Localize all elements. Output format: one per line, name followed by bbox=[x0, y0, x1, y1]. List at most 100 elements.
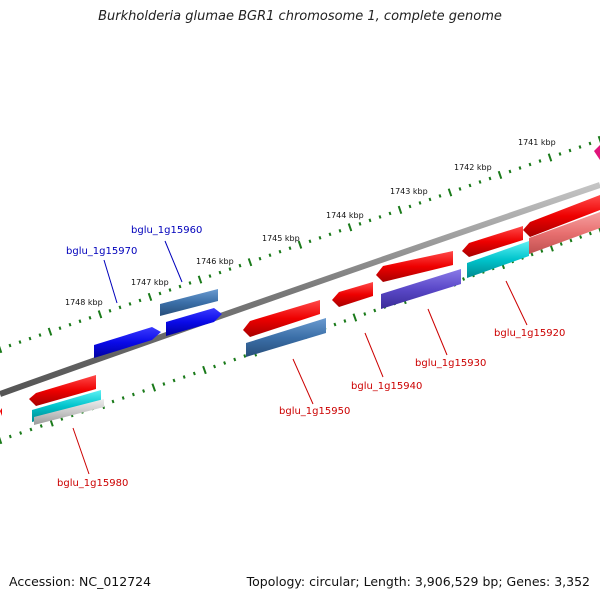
scale-label-1746kbp: 1746 kbp bbox=[196, 257, 234, 266]
minor-tick bbox=[458, 187, 462, 191]
minor-tick bbox=[60, 417, 64, 421]
minor-tick bbox=[438, 194, 442, 198]
minor-tick bbox=[488, 176, 492, 181]
leader-bglu_1g15940 bbox=[364, 332, 384, 378]
leader-bglu_1g15920 bbox=[505, 280, 528, 326]
leader-bglu_1g15950 bbox=[292, 358, 314, 405]
map-title: Burkholderia glumae BGR1 chromosome 1, c… bbox=[98, 9, 502, 24]
minor-tick bbox=[121, 396, 125, 400]
major-tick bbox=[202, 365, 207, 375]
major-tick bbox=[347, 223, 353, 232]
gene-magenta-edge[interactable] bbox=[594, 145, 600, 160]
gene-gray-1g15980[interactable] bbox=[34, 399, 104, 425]
minor-tick bbox=[68, 322, 72, 327]
major-tick bbox=[197, 275, 203, 284]
major-tick bbox=[0, 436, 3, 445]
minor-tick bbox=[308, 239, 312, 244]
accession-label: Accession: NC_012724 bbox=[9, 574, 152, 589]
minor-tick bbox=[8, 434, 12, 439]
label-bglu_1g15970[interactable]: bglu_1g15970 bbox=[66, 246, 137, 257]
minor-tick bbox=[128, 302, 132, 306]
minor-tick bbox=[162, 382, 166, 386]
gene-steel-1g15950[interactable] bbox=[246, 318, 326, 357]
minor-tick bbox=[538, 159, 542, 163]
minor-tick bbox=[363, 312, 367, 316]
reverse-genes bbox=[0, 195, 600, 425]
gene-bglu_1g15970[interactable] bbox=[94, 327, 161, 358]
minor-tick bbox=[18, 340, 22, 344]
gene-cyan-1g15920[interactable] bbox=[467, 241, 529, 278]
minor-tick bbox=[559, 242, 563, 246]
minor-tick bbox=[530, 252, 534, 257]
minor-tick bbox=[462, 277, 466, 281]
minor-tick bbox=[192, 371, 196, 376]
minor-tick bbox=[38, 333, 42, 337]
scale-label-1741kbp: 1741 kbp bbox=[518, 138, 556, 147]
genome-summary: Topology: circular; Length: 3,906,529 bp… bbox=[246, 574, 590, 589]
scale-label-1743kbp: 1743 kbp bbox=[390, 187, 428, 196]
minor-tick bbox=[118, 305, 122, 310]
major-tick bbox=[247, 258, 253, 267]
minor-tick bbox=[343, 319, 347, 323]
gene-red-1g15950[interactable] bbox=[243, 300, 320, 337]
gene-bglu_1g15960-upper[interactable] bbox=[160, 289, 218, 316]
gene-salmon-far-right[interactable] bbox=[529, 212, 600, 254]
minor-tick bbox=[528, 162, 532, 167]
label-bglu_1g15940[interactable]: bglu_1g15940 bbox=[351, 381, 422, 392]
minor-tick bbox=[8, 343, 12, 348]
major-tick bbox=[147, 292, 153, 302]
minor-tick bbox=[278, 249, 282, 254]
leader-bglu_1g15970 bbox=[103, 259, 118, 304]
minor-tick bbox=[208, 274, 212, 278]
minor-tick bbox=[218, 270, 222, 275]
minor-tick bbox=[388, 211, 392, 216]
minor-tick bbox=[478, 180, 482, 184]
scale-label-1745kbp: 1745 kbp bbox=[262, 234, 300, 243]
gene-red-1g15980[interactable] bbox=[29, 375, 96, 406]
label-bglu_1g15980[interactable]: bglu_1g15980 bbox=[57, 478, 128, 489]
label-bglu_1g15960[interactable]: bglu_1g15960 bbox=[131, 225, 202, 236]
minor-tick bbox=[508, 169, 512, 174]
gene-labels: bglu_1g15960 bglu_1g15970 bglu_1g15920 b… bbox=[57, 225, 565, 489]
minor-tick bbox=[131, 392, 135, 397]
minor-tick bbox=[238, 263, 242, 268]
leader-bglu_1g15930 bbox=[427, 308, 448, 356]
gene-purple-1g15930[interactable] bbox=[381, 269, 461, 309]
minor-tick bbox=[368, 218, 372, 223]
minor-tick bbox=[268, 253, 272, 258]
minor-tick bbox=[172, 378, 176, 383]
chromosome-backbone bbox=[0, 182, 600, 397]
leader-bglu_1g15960 bbox=[164, 240, 183, 283]
major-tick bbox=[397, 205, 403, 215]
minor-tick bbox=[579, 235, 583, 239]
minor-tick bbox=[428, 197, 432, 202]
minor-tick bbox=[39, 424, 43, 428]
minor-tick bbox=[328, 232, 332, 237]
minor-tick bbox=[568, 148, 572, 153]
minor-tick bbox=[29, 427, 33, 432]
gene-red-far-right[interactable] bbox=[523, 195, 600, 237]
minor-tick bbox=[19, 431, 23, 435]
minor-tick bbox=[468, 183, 472, 188]
major-tick bbox=[0, 345, 3, 354]
label-bglu_1g15950[interactable]: bglu_1g15950 bbox=[279, 406, 350, 417]
minor-tick bbox=[228, 267, 232, 271]
minor-tick bbox=[288, 246, 292, 251]
minor-tick bbox=[178, 284, 182, 289]
leader-bglu_1g15980 bbox=[72, 427, 90, 475]
label-bglu_1g15930[interactable]: bglu_1g15930 bbox=[415, 358, 486, 369]
minor-tick bbox=[142, 389, 146, 393]
minor-tick bbox=[318, 235, 322, 240]
major-tick bbox=[297, 240, 303, 249]
label-bglu_1g15920[interactable]: bglu_1g15920 bbox=[494, 328, 565, 339]
gene-bglu_1g15960-lower[interactable] bbox=[166, 308, 222, 336]
major-tick bbox=[497, 170, 503, 180]
major-tick bbox=[447, 188, 453, 197]
minor-tick bbox=[588, 231, 592, 236]
gene-red-left-edge[interactable] bbox=[0, 408, 2, 416]
gene-red-1g15940[interactable] bbox=[332, 282, 373, 307]
major-tick bbox=[97, 310, 103, 319]
gene-red-1g15930[interactable] bbox=[376, 251, 453, 282]
gene-red-1g15920[interactable] bbox=[462, 226, 523, 257]
